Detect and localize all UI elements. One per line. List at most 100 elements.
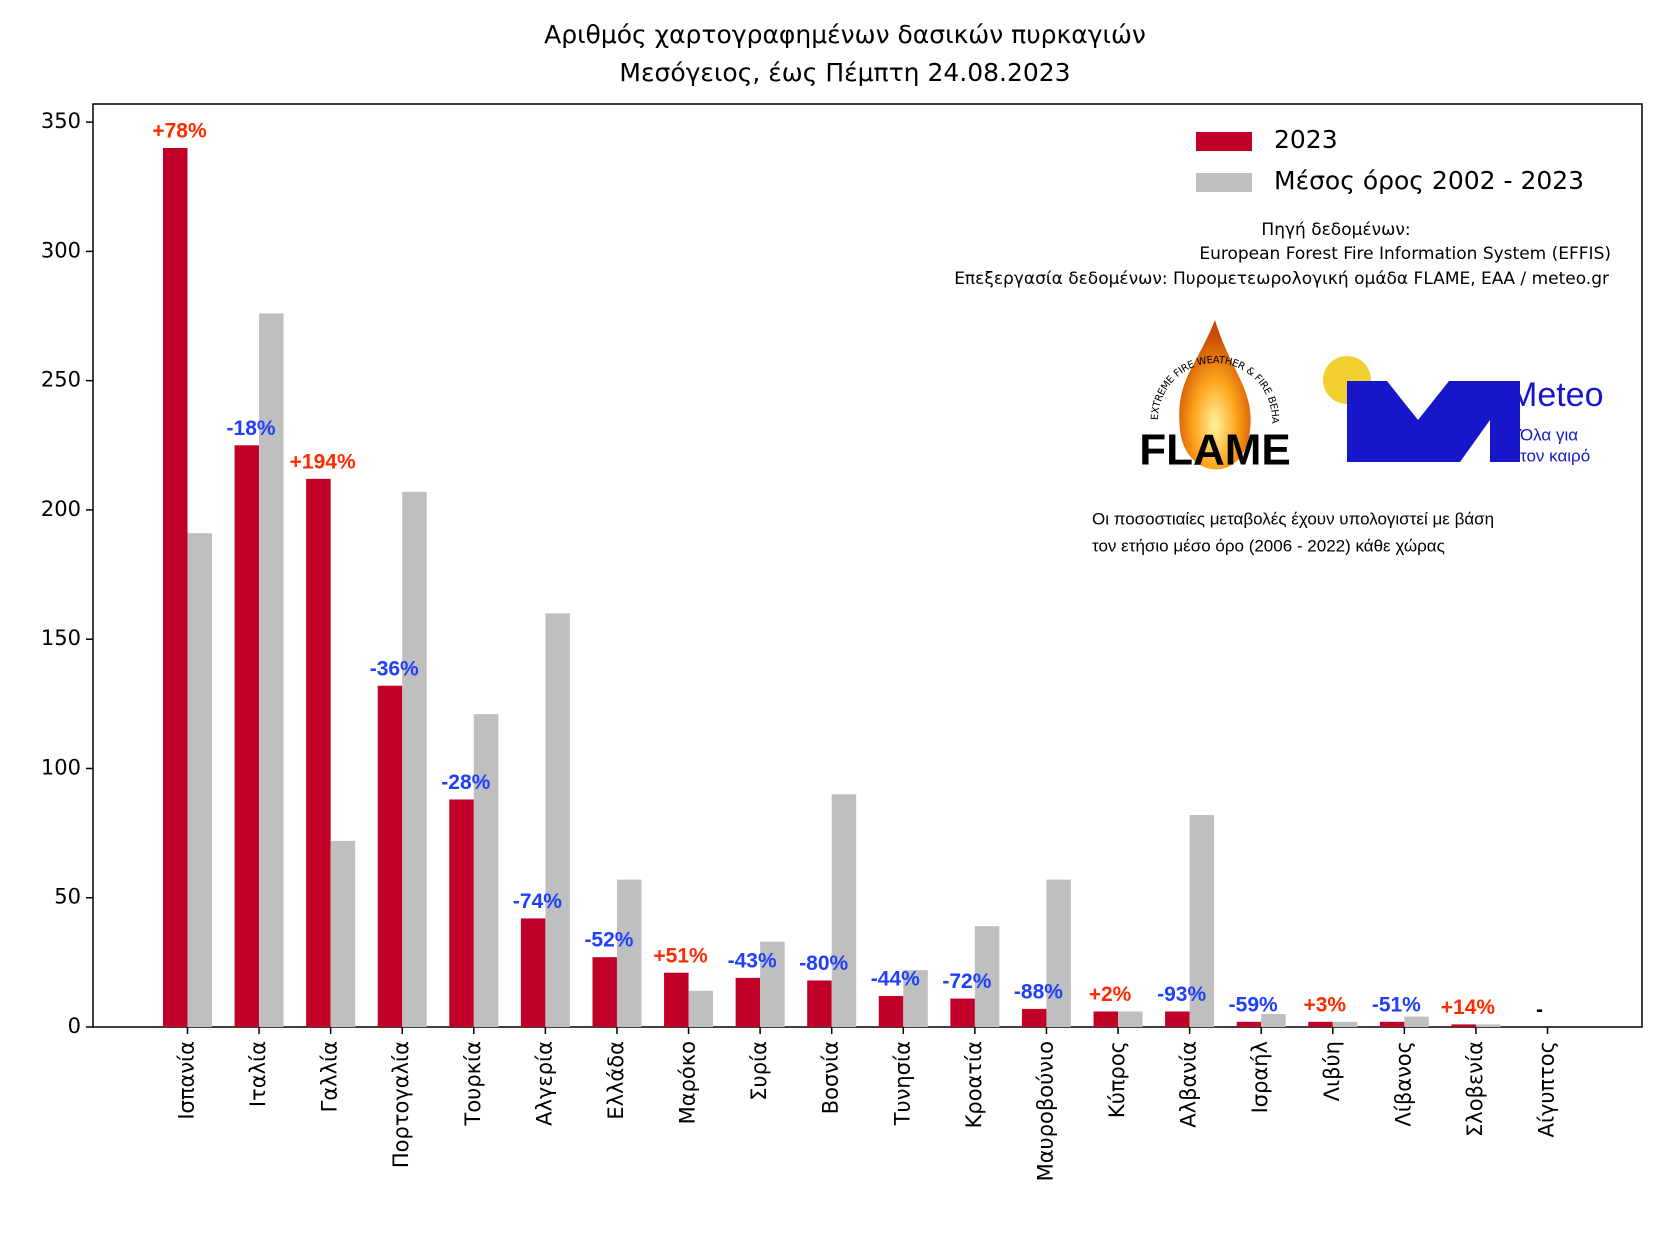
x-tick-label: Αίγυπτος: [1535, 1041, 1559, 1138]
bar: [1308, 1021, 1333, 1027]
x-tick-label: Αλβανία: [1177, 1041, 1201, 1128]
legend-swatch: [1196, 173, 1252, 192]
bar: [903, 970, 928, 1027]
legend-label: Μέσος όρος 2002 - 2023: [1274, 166, 1584, 195]
x-tick-label: Πορτογαλία: [389, 1041, 413, 1168]
change-label: -93%: [1157, 983, 1206, 1006]
plot-frame: [92, 103, 1643, 1028]
source-text: Επεξεργασία δεδομένων: Πυρομετεωρολογική…: [954, 269, 1609, 289]
y-tick-label: 100: [41, 755, 81, 779]
source-text: European Forest Fire Information System …: [1199, 244, 1611, 264]
bar: [449, 799, 474, 1027]
bar: [688, 990, 714, 1027]
x-tick-label: Κύπρος: [1105, 1041, 1129, 1118]
bar: [1189, 814, 1215, 1027]
change-label: -44%: [871, 968, 920, 991]
flame-logo-text: FLAME: [1139, 426, 1291, 475]
bar: [878, 995, 904, 1027]
bar: [1379, 1021, 1405, 1027]
bar: [520, 918, 546, 1027]
bar: [1404, 1016, 1429, 1027]
x-tick-label: Λίβανος: [1391, 1041, 1415, 1127]
meteo-logo-text: Meteo: [1509, 376, 1604, 414]
bar: [1261, 1014, 1286, 1027]
y-tick-label: 50: [54, 885, 81, 909]
x-tick-label: Κροατία: [962, 1041, 986, 1128]
chart-subtitle: Μεσόγειος, έως Πέμπτη 24.08.2023: [619, 58, 1070, 87]
change-label: -18%: [227, 417, 276, 440]
x-tick-label: Τυνησία: [890, 1041, 914, 1126]
change-label: -72%: [942, 970, 991, 993]
x-tick-label: Συρία: [747, 1041, 771, 1101]
bar: [1118, 1011, 1143, 1027]
x-tick-label: Ισπανία: [174, 1041, 198, 1120]
bar: [1046, 879, 1071, 1027]
meteo-logo: Meteo Όλα για τον καιρό: [1323, 356, 1604, 465]
bar: [1021, 1008, 1047, 1027]
x-tick-label: Γαλλία: [318, 1041, 342, 1112]
x-tick-label: Αλγερία: [532, 1041, 556, 1126]
bar: [259, 313, 284, 1027]
change-label: +194%: [290, 450, 356, 473]
change-label: -52%: [584, 929, 633, 952]
change-label: -74%: [513, 890, 562, 913]
bar: [664, 972, 689, 1027]
change-label: -28%: [441, 771, 490, 794]
x-tick-label: Μαρόκο: [676, 1041, 700, 1124]
bar: [592, 957, 617, 1027]
x-tick-label: Μαυροβούνιο: [1033, 1041, 1057, 1181]
bar: [760, 941, 785, 1027]
change-label: -59%: [1229, 993, 1278, 1016]
legend-label: 2023: [1274, 125, 1338, 154]
bar: [330, 840, 356, 1027]
change-label: -51%: [1372, 993, 1421, 1016]
y-tick-label: 200: [41, 497, 81, 521]
bar: [616, 879, 642, 1027]
change-label: -43%: [728, 949, 777, 972]
change-label: +78%: [152, 119, 207, 142]
change-label: +3%: [1303, 993, 1346, 1016]
chart-title: Αριθμός χαρτογραφημένων δασικών πυρκαγιώ…: [544, 20, 1146, 49]
note-text: Οι ποσοστιαίες μεταβολές έχουν υπολογιστ…: [1092, 509, 1494, 528]
note-text: τον ετήσιο μέσο όρο (2006 - 2022) κάθε χ…: [1092, 536, 1445, 555]
bar: [377, 685, 403, 1027]
y-tick-label: 150: [41, 626, 81, 650]
x-tick-label: Σλοβενία: [1463, 1041, 1487, 1137]
legend-swatch: [1196, 132, 1252, 151]
bar: [1332, 1021, 1358, 1027]
bar: [234, 445, 260, 1027]
x-tick-label: Ελλάδα: [604, 1041, 628, 1120]
bar: [807, 980, 832, 1027]
bar: [1093, 1011, 1119, 1027]
change-label: -36%: [370, 657, 419, 680]
bar: [735, 977, 761, 1027]
bar: [473, 714, 499, 1027]
bar: [950, 998, 975, 1027]
bar: [187, 533, 212, 1027]
y-tick-label: 350: [41, 109, 81, 133]
y-tick-label: 0: [68, 1014, 81, 1038]
x-tick-label: Λιβύη: [1320, 1041, 1344, 1101]
bar: [1165, 1011, 1190, 1027]
change-label: -80%: [799, 952, 848, 975]
change-label: -88%: [1014, 980, 1063, 1003]
x-tick-label: Βοσνία: [819, 1041, 843, 1114]
change-label: +51%: [653, 944, 708, 967]
change-label: +14%: [1441, 996, 1496, 1019]
change-label: -: [1536, 999, 1543, 1022]
change-label: +2%: [1089, 983, 1132, 1006]
meteo-tagline: τον καιρό: [1520, 446, 1590, 465]
bar: [1475, 1024, 1501, 1027]
meteo-tagline: Όλα για: [1519, 425, 1578, 444]
bar: [1236, 1021, 1262, 1027]
bar: [545, 613, 570, 1027]
bar: [974, 926, 1000, 1027]
source-text: Πηγή δεδομένων:: [1261, 220, 1410, 240]
bar: [1451, 1024, 1476, 1027]
bar: [306, 478, 331, 1028]
bar: [831, 794, 857, 1027]
x-tick-label: Ισραήλ: [1248, 1041, 1272, 1113]
x-tick-label: Ιταλία: [246, 1041, 270, 1107]
bar: [402, 491, 427, 1027]
